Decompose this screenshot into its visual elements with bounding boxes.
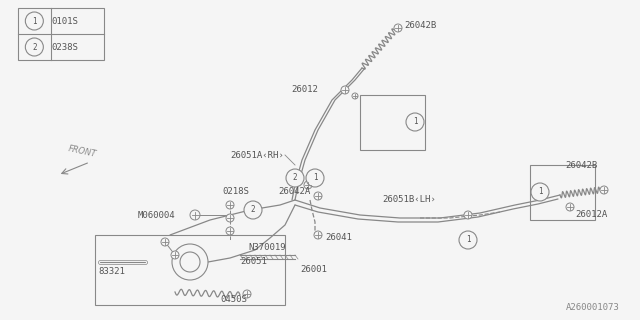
- Circle shape: [304, 181, 312, 189]
- Circle shape: [566, 203, 574, 211]
- Text: 0450S: 0450S: [220, 295, 247, 305]
- Text: 83321: 83321: [98, 268, 125, 276]
- Text: 2: 2: [251, 205, 255, 214]
- Text: A260001073: A260001073: [566, 303, 620, 312]
- Text: 26051: 26051: [240, 257, 267, 266]
- Text: M060004: M060004: [138, 211, 175, 220]
- Circle shape: [406, 113, 424, 131]
- Circle shape: [531, 183, 549, 201]
- Text: 26012A: 26012A: [575, 210, 607, 219]
- Bar: [530, 165, 595, 220]
- Text: 26051A‹RH›: 26051A‹RH›: [230, 150, 284, 159]
- Text: 26042B: 26042B: [404, 21, 436, 30]
- Circle shape: [314, 192, 322, 200]
- Text: 1: 1: [32, 17, 36, 26]
- Bar: [360, 95, 425, 150]
- Circle shape: [341, 86, 349, 94]
- Text: 1: 1: [413, 117, 417, 126]
- Circle shape: [26, 38, 44, 56]
- Circle shape: [306, 169, 324, 187]
- Circle shape: [286, 169, 304, 187]
- Bar: [95, 235, 285, 305]
- Circle shape: [190, 210, 200, 220]
- Text: 26001: 26001: [300, 266, 327, 275]
- Circle shape: [244, 201, 262, 219]
- Text: 26042A: 26042A: [278, 188, 310, 196]
- Text: FRONT: FRONT: [67, 144, 97, 159]
- Circle shape: [172, 244, 208, 280]
- Circle shape: [161, 238, 169, 246]
- Text: 0218S: 0218S: [222, 188, 249, 196]
- Text: N370019: N370019: [248, 244, 285, 252]
- Circle shape: [459, 231, 477, 249]
- Circle shape: [314, 231, 322, 239]
- Text: 26042B: 26042B: [565, 161, 597, 170]
- Circle shape: [464, 211, 472, 219]
- Text: 1: 1: [538, 188, 542, 196]
- Text: 0101S: 0101S: [52, 17, 79, 26]
- Text: 2: 2: [32, 43, 36, 52]
- Bar: [18, 8, 104, 60]
- Circle shape: [394, 24, 402, 32]
- Text: 2: 2: [292, 173, 298, 182]
- Circle shape: [226, 214, 234, 222]
- Text: 0238S: 0238S: [52, 43, 79, 52]
- Text: 26051B‹LH›: 26051B‹LH›: [382, 196, 436, 204]
- Text: 26041: 26041: [325, 233, 352, 242]
- Circle shape: [226, 201, 234, 209]
- Circle shape: [600, 186, 608, 194]
- Text: 26012: 26012: [291, 85, 318, 94]
- Circle shape: [352, 93, 358, 99]
- Circle shape: [171, 251, 179, 259]
- Circle shape: [226, 227, 234, 235]
- Text: 1: 1: [466, 236, 470, 244]
- Circle shape: [243, 290, 251, 298]
- Circle shape: [180, 252, 200, 272]
- Circle shape: [26, 12, 44, 30]
- Text: 1: 1: [313, 173, 317, 182]
